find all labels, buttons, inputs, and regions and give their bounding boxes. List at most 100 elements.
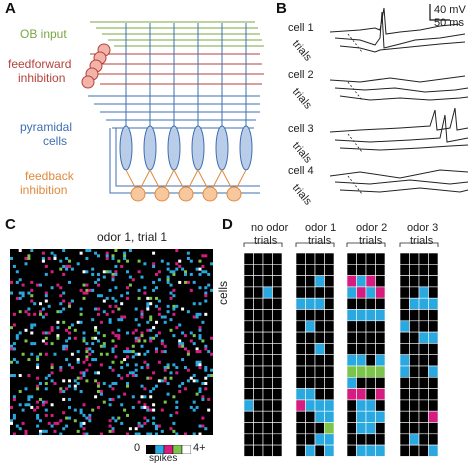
pyramidal-label-line2: cells — [43, 134, 68, 148]
spike-pixel — [126, 291, 129, 295]
matrix-cell — [295, 422, 306, 435]
spike-pixel — [15, 296, 19, 300]
spike-pixel — [102, 342, 106, 346]
spike-pixel — [59, 286, 63, 290]
spike-pixel — [36, 387, 40, 391]
spike-pixel — [21, 352, 25, 356]
spike-pixel — [65, 424, 69, 428]
matrix-cell — [375, 433, 386, 446]
spike-pixel — [152, 262, 156, 266]
matrix-cell — [262, 410, 273, 423]
spike-pixel — [50, 270, 54, 274]
spike-pixel — [111, 397, 115, 401]
spike-pixel — [36, 424, 40, 428]
spike-pixel — [44, 291, 48, 295]
matrix-cell — [243, 331, 254, 344]
spike-pixel — [65, 344, 69, 348]
spike-pixel — [143, 291, 147, 295]
matrix-cell — [375, 343, 386, 356]
spike-pixel — [184, 366, 187, 370]
spike-pixel — [15, 360, 19, 364]
spike-pixel — [210, 288, 213, 292]
spike-pixel — [91, 358, 95, 362]
spike-pixel — [140, 366, 144, 370]
spike-pixel — [27, 403, 31, 407]
spike-pixel — [157, 312, 161, 316]
spike-pixel — [186, 256, 190, 260]
spike-pixel — [149, 432, 153, 435]
spike-pixel — [146, 328, 150, 332]
spike-pixel — [192, 302, 196, 306]
matrix-cell — [346, 410, 357, 423]
spike-pixel — [79, 312, 83, 316]
spike-pixel — [27, 374, 31, 378]
spike-pixel — [204, 347, 208, 351]
spike-pixel — [114, 344, 118, 348]
spike-pixel — [137, 323, 141, 327]
spike-pixel — [12, 416, 16, 420]
spike-pixel — [91, 288, 95, 292]
panel-c-label: C — [5, 216, 16, 233]
spike-pixel — [181, 342, 185, 346]
spike-pixel — [198, 334, 202, 338]
spike-pixel — [169, 291, 173, 295]
matrix-cell — [428, 309, 439, 322]
spike-pixel — [18, 291, 22, 295]
cells-axis-label: cells — [216, 280, 230, 305]
matrix-cell — [272, 433, 283, 446]
spike-pixel — [175, 366, 179, 370]
matrix-cell — [324, 365, 335, 378]
spike-pixel — [198, 336, 202, 340]
spike-pixel — [102, 299, 106, 303]
feedforward-label-line1: feedforward — [8, 57, 72, 71]
matrix-cell — [243, 309, 254, 322]
spike-pixel — [181, 358, 185, 362]
spike-pixel — [117, 318, 121, 322]
spike-pixel — [181, 307, 185, 311]
spike-pixel — [68, 264, 71, 268]
matrix-cell — [253, 275, 264, 288]
matrix-cell — [409, 422, 420, 435]
spike-pixel — [65, 339, 69, 343]
spike-pixel — [85, 347, 89, 351]
spike-pixel — [97, 278, 100, 282]
spike-raster-dots — [10, 249, 213, 435]
spike-pixel — [36, 376, 40, 380]
matrix-cell — [243, 297, 254, 310]
spike-pixel — [82, 427, 86, 431]
matrix-cell — [243, 410, 254, 423]
spike-pixel — [166, 304, 170, 308]
matrix-cell — [243, 388, 254, 401]
spike-pixel — [163, 400, 167, 404]
spike-pixel — [88, 363, 92, 367]
matrix-cell — [428, 377, 439, 389]
spike-pixel — [186, 368, 190, 372]
spike-pixel — [157, 379, 161, 383]
spike-pixel — [160, 379, 164, 383]
group-bracket — [295, 242, 335, 247]
matrix-cell — [399, 331, 410, 344]
spike-pixel — [12, 264, 16, 268]
spike-pixel — [181, 267, 185, 271]
spike-pixel — [76, 360, 80, 364]
spike-pixel — [126, 355, 129, 359]
spike-pixel — [76, 376, 80, 380]
matrix-cell — [262, 263, 273, 276]
spike-pixel — [102, 270, 106, 274]
matrix-cell — [253, 343, 264, 356]
spike-pixel — [24, 387, 28, 391]
spike-pixel — [195, 347, 199, 351]
matrix-cell — [365, 331, 376, 344]
spike-pixel — [178, 344, 182, 348]
spike-pixel — [204, 344, 208, 348]
matrix-cell — [324, 275, 335, 288]
spike-pixel — [192, 342, 196, 346]
spike-pixel — [30, 326, 34, 330]
spike-pixel — [30, 323, 34, 327]
matrix-cell — [305, 309, 316, 322]
group-bracket — [346, 242, 386, 247]
spike-pixel — [146, 366, 150, 370]
spike-pixel — [131, 344, 135, 348]
matrix-cell — [346, 263, 357, 276]
spike-pixel — [117, 328, 121, 332]
